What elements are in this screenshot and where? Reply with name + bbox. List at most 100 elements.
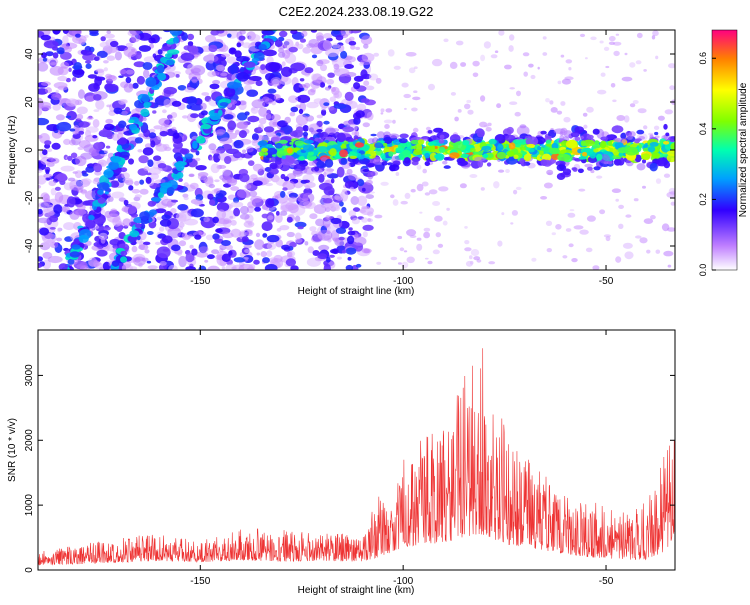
heatmap-cell xyxy=(159,226,165,232)
heatmap-cell xyxy=(551,232,556,236)
heatmap-cell xyxy=(194,199,202,206)
heatmap-cell xyxy=(416,183,424,192)
heatmap-cell xyxy=(355,263,362,268)
heatmap-cell xyxy=(208,143,217,151)
heatmap-cell xyxy=(493,181,500,189)
heatmap-cell xyxy=(384,146,390,149)
heatmap-cell xyxy=(472,72,479,78)
heatmap-cell xyxy=(177,85,187,91)
heatmap-cell xyxy=(466,99,472,104)
heatmap-cell xyxy=(612,99,617,103)
heatmap-cell xyxy=(398,138,408,144)
heatmap-cell xyxy=(38,185,42,189)
heatmap-cell xyxy=(110,155,122,163)
heatmap-cell xyxy=(546,248,552,253)
heatmap-cell xyxy=(215,64,225,72)
heatmap-cell xyxy=(326,78,335,85)
heatmap-cell xyxy=(290,30,298,35)
heatmap-cell xyxy=(46,148,53,152)
heatmap-cell xyxy=(140,219,150,224)
heatmap-cell xyxy=(647,146,656,153)
heatmap-cell xyxy=(160,56,168,64)
heatmap-cell xyxy=(243,61,256,68)
heatmap-cell xyxy=(43,40,59,49)
heatmap-cell xyxy=(131,189,141,194)
heatmap-cell xyxy=(509,34,515,41)
heatmap-cell xyxy=(302,131,309,137)
heatmap-cell xyxy=(324,127,336,135)
heatmap-cell xyxy=(267,88,277,94)
heatmap-cell xyxy=(568,243,574,248)
heatmap-cell xyxy=(225,244,233,250)
heatmap-cell xyxy=(80,178,92,185)
heatmap-cell xyxy=(71,244,81,250)
heatmap-cell xyxy=(103,67,108,72)
heatmap-cell xyxy=(161,46,170,52)
heatmap-cell xyxy=(580,140,587,147)
heatmap-cell xyxy=(257,126,262,132)
heatmap-cell xyxy=(464,240,470,245)
heatmap-cell xyxy=(118,75,124,78)
heatmap-cell xyxy=(411,156,421,162)
heatmap-cell xyxy=(617,147,629,154)
heatmap-cell xyxy=(323,120,330,125)
heatmap-cell xyxy=(381,161,388,166)
heatmap-cell xyxy=(57,50,65,54)
heatmap-cell xyxy=(270,156,276,163)
heatmap-cell xyxy=(341,249,347,254)
heatmap-cell xyxy=(666,150,675,157)
heatmap-cell xyxy=(148,37,156,44)
heatmap-cell xyxy=(267,215,274,221)
heatmap-cell xyxy=(38,175,47,185)
heatmap-cell xyxy=(52,104,61,111)
heatmap-cell xyxy=(262,233,268,238)
heatmap-cell xyxy=(212,79,221,85)
heatmap-cell xyxy=(618,223,624,229)
heatmap-cell xyxy=(243,244,252,249)
heatmap-cell xyxy=(505,134,516,142)
heatmap-cell xyxy=(483,153,489,159)
heatmap-cell xyxy=(105,83,119,93)
heatmap-cell xyxy=(103,168,114,178)
heatmap-cell xyxy=(128,185,134,191)
heatmap-cell xyxy=(401,82,409,88)
heatmap-cell xyxy=(509,87,515,90)
heatmap-cell xyxy=(656,157,668,167)
heatmap-cell xyxy=(201,92,210,96)
heatmap-cell xyxy=(309,226,317,232)
heatmap-cell xyxy=(314,166,320,172)
heatmap-cell xyxy=(368,73,379,81)
heatmap-cell xyxy=(247,201,256,209)
heatmap-cell xyxy=(294,140,305,146)
heatmap-cell xyxy=(129,124,138,131)
heatmap-cell xyxy=(309,213,318,220)
heatmap-cell xyxy=(141,94,150,103)
heatmap-cell xyxy=(200,102,207,110)
heatmap-cell xyxy=(352,236,367,246)
heatmap-cell xyxy=(306,257,321,267)
heatmap-cell xyxy=(424,192,431,196)
heatmap-cell xyxy=(642,185,646,189)
heatmap-cell xyxy=(93,109,100,112)
heatmap-cell xyxy=(205,34,216,43)
heatmap-cell xyxy=(179,148,190,155)
heatmap-cell xyxy=(185,266,196,270)
y-tick-label: 1000 xyxy=(24,494,35,517)
heatmap-cell xyxy=(131,245,138,253)
heatmap-cell xyxy=(209,156,214,161)
heatmap-cell xyxy=(221,266,226,270)
heatmap-cell xyxy=(205,234,214,241)
heatmap-cell xyxy=(143,166,150,171)
heatmap-cell xyxy=(615,33,620,36)
y-tick-label: 0 xyxy=(24,567,35,573)
heatmap-cell xyxy=(582,112,588,117)
heatmap-cell xyxy=(610,83,616,88)
heatmap-cell xyxy=(469,174,478,178)
heatmap-cell xyxy=(340,50,348,59)
heatmap-cell xyxy=(361,187,366,192)
heatmap-cell xyxy=(516,90,521,97)
heatmap-cell xyxy=(335,227,347,234)
heatmap-cell xyxy=(310,130,319,135)
heatmap-cell xyxy=(542,52,548,56)
heatmap-cell xyxy=(294,232,302,240)
